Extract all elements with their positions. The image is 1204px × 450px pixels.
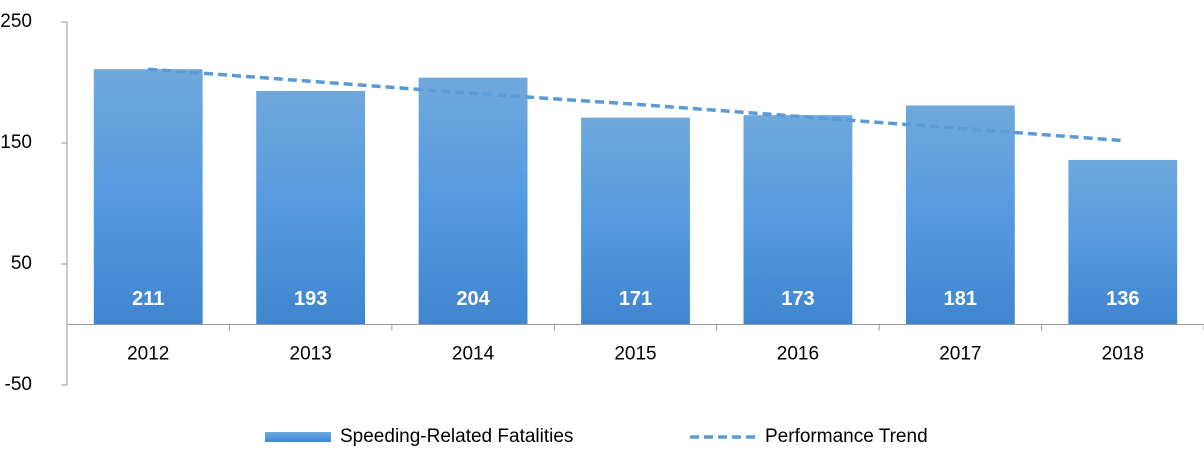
bar [1068,159,1178,325]
x-tick-label: 2015 [614,344,656,365]
bar [581,117,690,325]
bar [743,115,853,325]
x-tick-label: 2016 [777,344,819,365]
data-label: 173 [781,288,814,310]
data-label: 181 [944,288,977,310]
y-tick-label: 250 [0,11,32,32]
y-tick-label: 150 [0,132,32,153]
x-tick-label: 2012 [127,344,169,365]
data-label: 136 [1106,288,1139,310]
data-label: 171 [619,288,652,310]
x-tick-label: 2018 [1102,344,1144,365]
bar [418,77,528,325]
legend-swatch [265,432,331,442]
legend-label: Performance Trend [765,426,928,447]
data-label: 204 [456,288,490,310]
trend-line [148,67,1123,143]
data-label: 193 [294,288,327,310]
x-tick-label: 2013 [290,344,332,365]
x-tick-label: 2014 [452,344,495,365]
x-tick-label: 2017 [939,344,981,365]
bar [93,69,203,325]
y-tick-label: 50 [11,253,32,274]
bar [905,105,1015,325]
y-tick-label: -50 [5,374,32,395]
data-label: 211 [132,288,164,310]
bar [256,90,366,325]
legend-label: Speeding-Related Fatalities [340,426,573,447]
